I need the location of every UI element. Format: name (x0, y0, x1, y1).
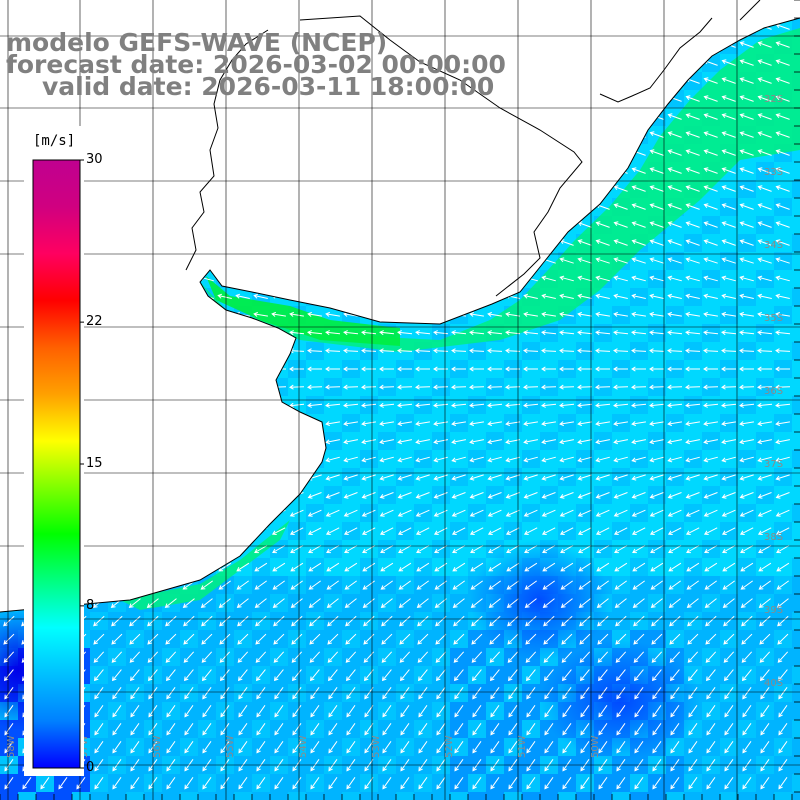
latitude-label: 34S (764, 240, 783, 251)
longitude-label: 53W (371, 735, 382, 758)
latitude-label: 40S (764, 678, 783, 689)
longitude-label: 54W (298, 735, 309, 758)
valid-date: valid date: 2026-03-11 18:00:00 (42, 72, 495, 101)
forecast-date: forecast date: 2026-03-02 00:00:00 (6, 50, 506, 79)
latitude-label: 35S (764, 313, 783, 324)
colorbar-tick-label: 0 (86, 760, 95, 775)
latitude-label: 36S (764, 386, 783, 397)
latitude-label: 38S (764, 532, 783, 543)
model-title: modelo GEFS-WAVE (NCEP) (6, 28, 388, 57)
longitude-label: 50W (590, 735, 601, 758)
coastline (0, 0, 800, 613)
colorbar-tick-label: 8 (86, 597, 95, 613)
colorbar-unit: [m/s] (33, 133, 76, 149)
longitude-label: 51W (517, 735, 528, 758)
colorbar-tick-label: 30 (86, 152, 103, 167)
longitude-label: 57W (79, 735, 90, 758)
longitude-label: 58W (6, 735, 17, 758)
latitude-label: 33S (764, 167, 783, 178)
colorbar-tick-label: 22 (86, 314, 103, 330)
latitude-label: 32S (764, 94, 783, 105)
latitude-label: 39S (764, 605, 783, 616)
latitude-label: 37S (764, 459, 783, 470)
colorbar-tick-label: 15 (86, 456, 103, 471)
longitude-label: 56W (152, 735, 163, 758)
longitude-label: 55W (225, 735, 236, 758)
longitude-label: 52W (444, 735, 455, 758)
